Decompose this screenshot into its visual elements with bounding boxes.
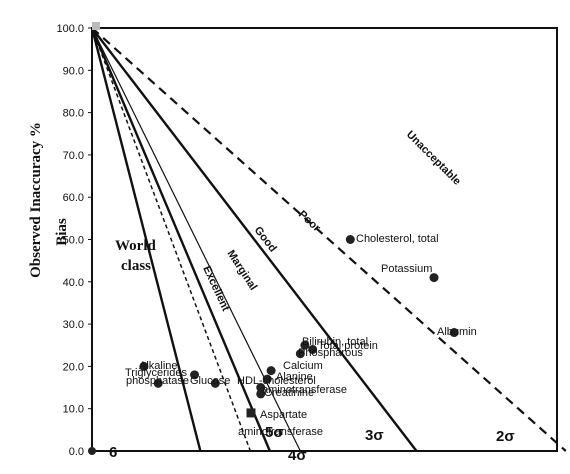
point-label-calcium: Calcium <box>283 360 323 372</box>
y-tick-label: 10.0 <box>63 404 84 416</box>
y-tick-label: 20.0 <box>63 361 84 373</box>
point-label-bilirubin: Bilirubin, total <box>302 336 368 348</box>
data-point-bilirubin-total <box>300 340 310 350</box>
point-label-cholesterol: Cholesterol, total <box>356 233 439 245</box>
point-label-total-protein: Total protein <box>318 340 378 352</box>
y-tick-label: 30.0 <box>63 319 84 331</box>
point-label-hdl: HDL-cholesterol <box>237 375 316 387</box>
data-point-hdl-cholesterol <box>210 378 220 388</box>
y-axis-sublabel: Bias <box>54 218 70 246</box>
point-label-phospharous: Phospharous <box>298 347 363 359</box>
data-point-creatinine <box>256 389 266 399</box>
data-point-phospharous <box>295 349 305 359</box>
data-point-cholesterol-total <box>345 235 355 244</box>
point-label-creatinine: Creatinine <box>264 387 314 399</box>
point-label-alkaline: Alkaline <box>139 360 178 372</box>
sigma-label-2: 2σ <box>496 428 515 445</box>
point-label-phosphatase: phosphatase <box>126 375 189 387</box>
data-point-albumin <box>449 328 459 338</box>
data-point-alkaline <box>139 361 149 371</box>
point-label-aspartate: Aspartate <box>260 409 307 421</box>
y-tick-label: 90.0 <box>63 65 84 77</box>
origin-marker <box>92 22 100 30</box>
y-ticks: 0.0 10.0 20.0 30.0 40.0 50.0 60.0 70.0 80.0 90.0 1… <box>56 23 92 458</box>
y-tick-label: 40.0 <box>63 277 84 289</box>
point-label-albumin: Albumin <box>437 326 477 338</box>
data-point-total-protein <box>308 344 318 354</box>
point-label-potassium: Potassium <box>381 263 432 275</box>
zone-label-excellent: Excellent <box>200 264 231 313</box>
sigma-label-4: 4σ <box>288 447 307 464</box>
point-label-alanine: Alanine <box>276 371 313 383</box>
data-point-calcium <box>266 366 276 376</box>
zone-label-world-class: World <box>115 238 156 254</box>
sigma-line-good <box>90 27 271 452</box>
data-point-alanine <box>262 374 272 384</box>
point-label-aspartate-2: aminotransferase <box>238 426 323 438</box>
zone-label-marginal: Marginal <box>224 248 259 292</box>
y-axis-label: Observed Inaccuracy % <box>28 122 44 278</box>
sigma-line-world-class <box>90 27 202 452</box>
y-tick-label: 0.0 <box>69 446 84 458</box>
y-tick-label: 100.0 <box>56 23 84 35</box>
data-point-phosphatase <box>153 378 163 388</box>
sigma-label-6: 6 <box>109 444 117 461</box>
y-tick-label: 50.0 <box>63 235 84 247</box>
zone-label-world-class-2: class <box>121 258 151 274</box>
sigma-line-unacceptable <box>91 27 567 452</box>
origin-point <box>88 447 96 455</box>
data-points <box>88 235 459 455</box>
zone-label-unacceptable: Unacceptable <box>404 129 463 188</box>
sigma-label-3: 3σ <box>365 427 384 444</box>
data-point-aspartate-aminotransferase <box>246 408 256 418</box>
sigma-line-excellent <box>91 27 252 452</box>
point-label-alt: aminotransferase <box>262 384 347 396</box>
y-tick-label: 80.0 <box>63 108 84 120</box>
point-label-glucose: Glucose <box>190 375 230 387</box>
sigma-label-5: 5σ <box>265 424 284 441</box>
y-tick-label: 70.0 <box>63 150 84 162</box>
data-point-triglycerides <box>190 370 200 380</box>
data-point-aminotransferase <box>256 383 266 393</box>
data-point-potassium <box>429 273 439 283</box>
y-tick-label: 60.0 <box>63 192 84 204</box>
sigma-line-poor <box>91 27 418 452</box>
point-label-triglycerides: Triglycerides <box>125 367 187 379</box>
